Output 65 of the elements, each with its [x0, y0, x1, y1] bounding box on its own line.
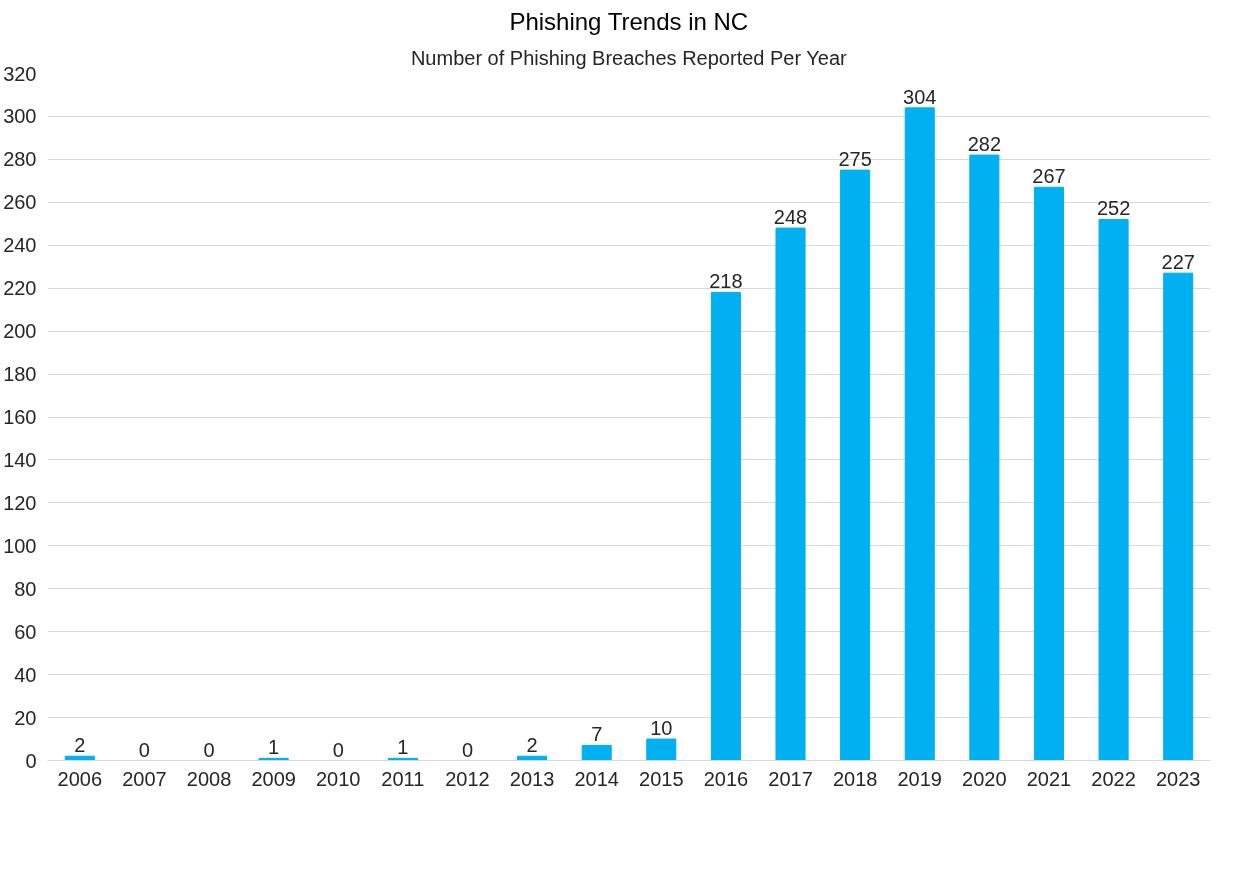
bar	[1163, 272, 1194, 761]
x-tick-label: 2022	[1091, 767, 1136, 790]
data-label: 252	[1096, 197, 1131, 220]
data-label: 227	[1161, 251, 1195, 274]
data-label: 267	[1032, 165, 1066, 188]
y-tick-label: 260	[3, 191, 37, 214]
x-tick-label: 2014	[574, 767, 619, 790]
data-label: 282	[967, 133, 1002, 156]
y-tick-label: 200	[3, 320, 37, 343]
x-tick-label: 2013	[509, 767, 555, 790]
bar	[646, 738, 677, 761]
data-label: 275	[838, 148, 872, 171]
y-tick-label: 300	[3, 105, 37, 128]
x-tick-label: 2009	[251, 767, 296, 790]
bar	[1098, 218, 1129, 761]
y-tick-label: 180	[3, 363, 37, 386]
y-tick-label: 20	[14, 706, 37, 729]
data-label: 2	[526, 734, 538, 757]
x-tick-label: 2020	[962, 767, 1007, 790]
chart-subtitle: Number of Phishing Breaches Reported Per Year	[410, 46, 848, 69]
data-label: 0	[203, 738, 215, 761]
y-tick-label: 160	[3, 406, 37, 428]
y-tick-label: 100	[3, 534, 37, 557]
x-tick-label: 2011	[381, 767, 425, 790]
x-tick-label: 2019	[897, 767, 942, 790]
data-label: 248	[773, 206, 808, 229]
bar	[840, 169, 871, 761]
x-tick-label: 2007	[122, 767, 167, 790]
bar	[710, 291, 741, 761]
data-label: 0	[461, 738, 474, 761]
data-label: 2	[74, 734, 86, 757]
data-label: 1	[268, 736, 280, 759]
bar	[904, 107, 935, 761]
data-label: 0	[138, 738, 150, 761]
data-label: 10	[650, 717, 673, 740]
data-label: 1	[397, 736, 409, 759]
chart-title: Phishing Trends in NC	[509, 7, 749, 35]
x-tick-label: 2010	[316, 767, 361, 790]
bar	[969, 154, 1000, 761]
y-tick-label: 120	[3, 491, 37, 514]
y-tick-label: 140	[3, 448, 37, 471]
bar	[1033, 186, 1065, 761]
y-tick-label: 0	[25, 749, 37, 772]
x-tick-label: 2006	[57, 767, 103, 790]
y-tick-label: 320	[3, 62, 37, 85]
data-label: 304	[903, 85, 937, 108]
x-tick-label: 2008	[186, 767, 232, 790]
x-tick-label: 2016	[703, 767, 749, 790]
y-tick-label: 80	[14, 577, 37, 600]
x-tick-label: 2021	[1026, 767, 1072, 790]
x-tick-label: 2017	[768, 767, 813, 790]
y-tick-label: 60	[14, 620, 37, 643]
y-tick-label: 40	[14, 663, 37, 686]
bar	[581, 744, 612, 761]
bar	[775, 227, 806, 761]
data-label: 0	[332, 738, 344, 761]
x-tick-label: 2023	[1155, 767, 1201, 790]
x-tick-label: 2018	[832, 767, 878, 790]
x-tick-label: 2012	[445, 767, 490, 790]
data-label: 218	[709, 270, 743, 293]
y-tick-label: 220	[3, 277, 37, 300]
y-tick-label: 280	[3, 148, 37, 171]
x-tick-label: 2015	[639, 767, 684, 790]
y-tick-label: 240	[3, 234, 37, 257]
data-label: 7	[591, 723, 603, 746]
